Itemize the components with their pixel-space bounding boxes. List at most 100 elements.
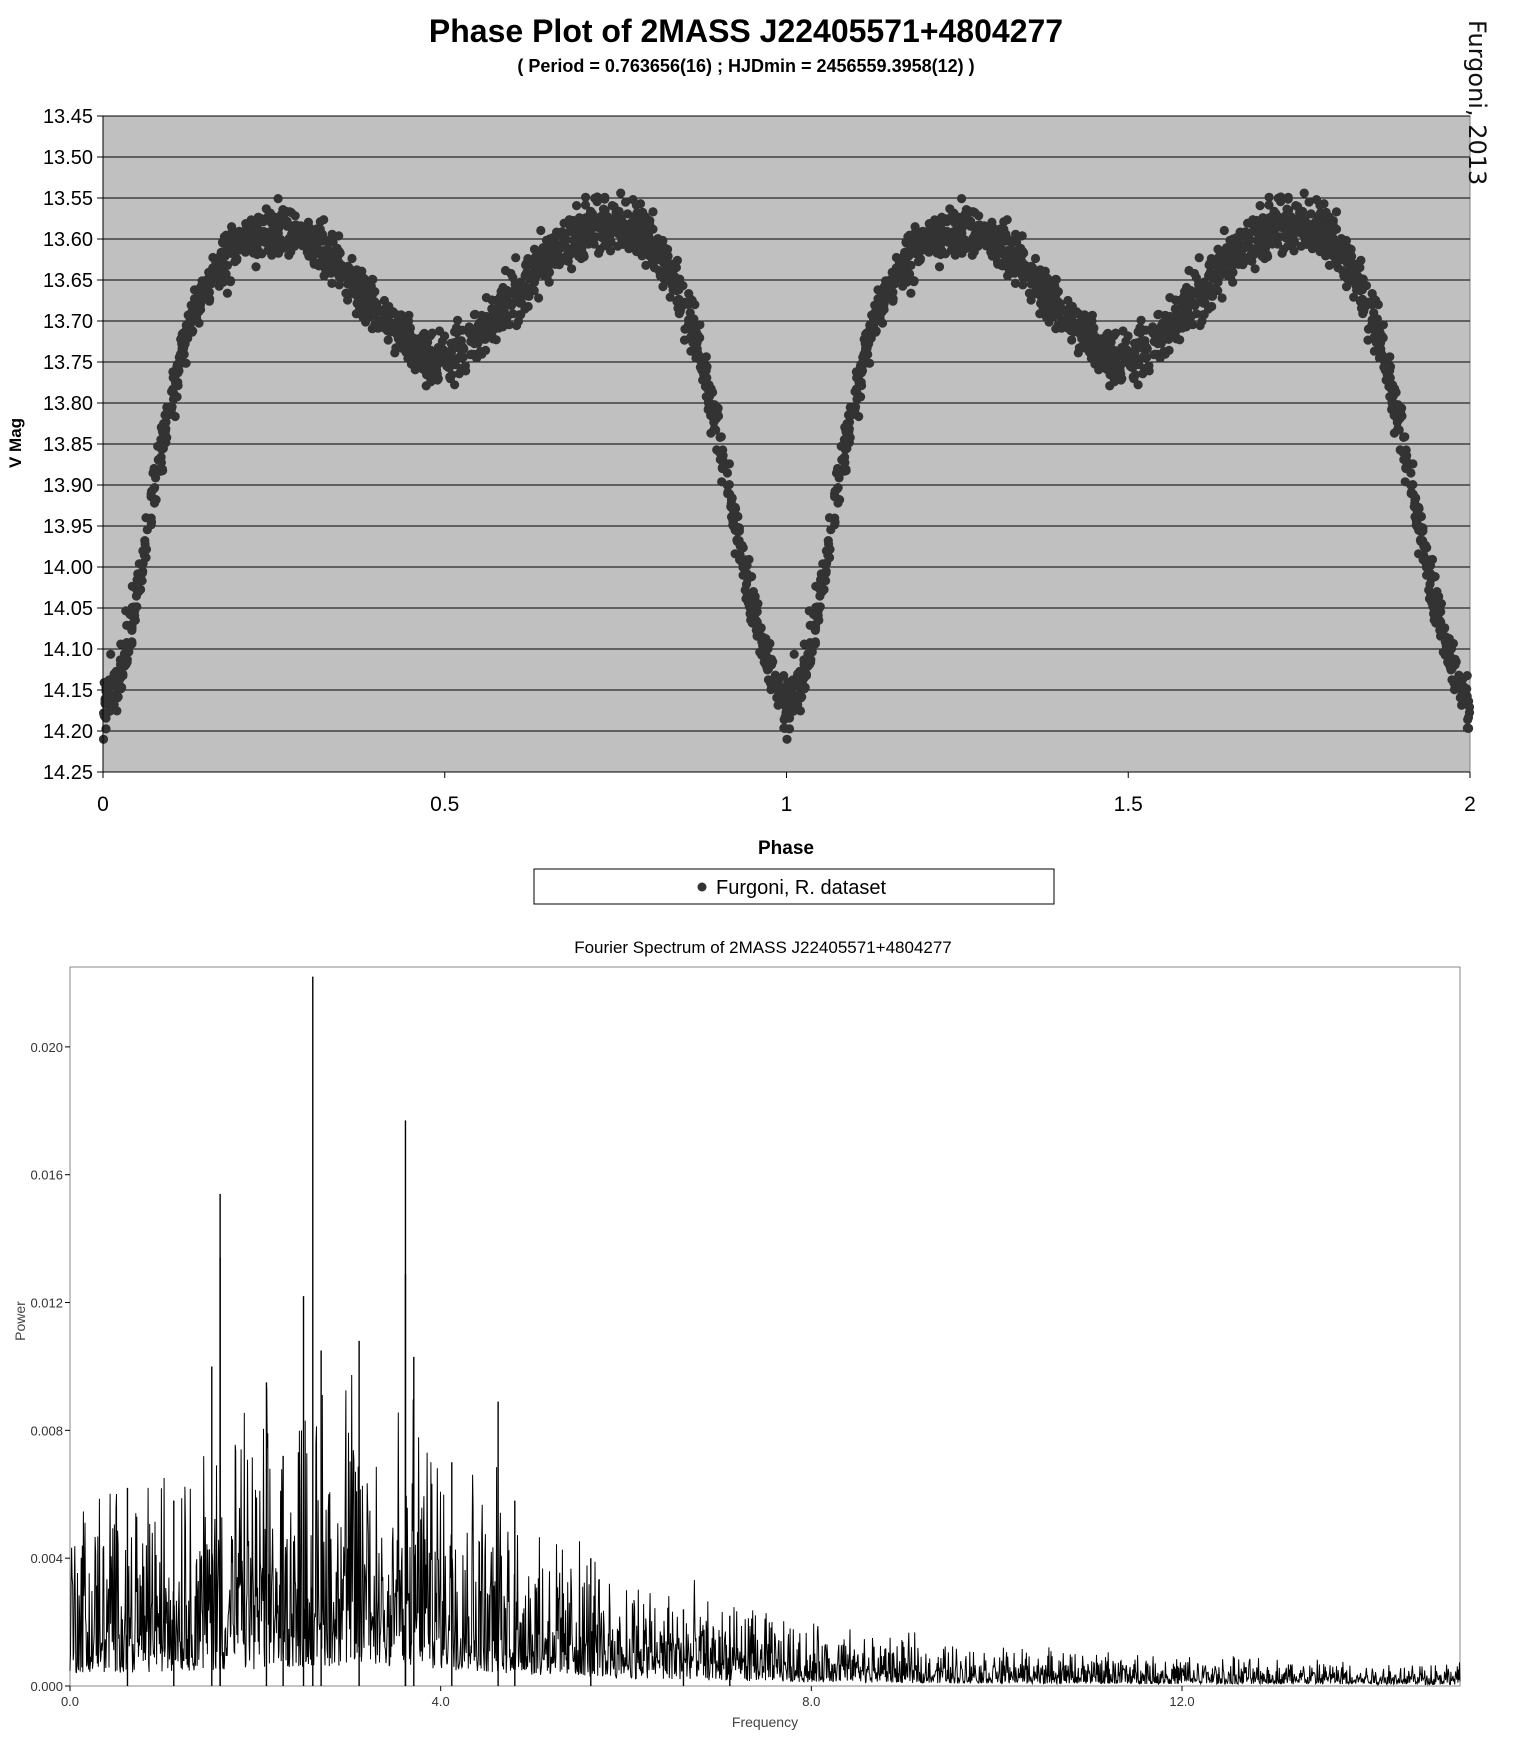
data-point (842, 443, 852, 453)
data-point (1181, 322, 1191, 332)
data-point (957, 194, 967, 204)
data-point (748, 604, 759, 614)
data-point (895, 256, 905, 266)
data-point (1432, 604, 1442, 614)
data-point (211, 256, 221, 266)
legend-label: Furgoni, R. dataset (716, 877, 887, 899)
data-point (1163, 327, 1173, 337)
data-point (1331, 207, 1342, 217)
data-point (1240, 256, 1250, 266)
data-point (1277, 248, 1287, 258)
data-point (1391, 387, 1401, 397)
data-point (1398, 447, 1408, 457)
data-point (366, 289, 377, 299)
data-point (206, 274, 216, 284)
x-tick-label: 2 (1464, 793, 1476, 816)
data-point (222, 288, 232, 298)
data-point (817, 587, 827, 597)
data-point (1240, 242, 1250, 253)
data-point (719, 463, 729, 473)
data-point (1127, 348, 1137, 358)
data-point (986, 247, 996, 257)
data-point (1250, 264, 1260, 274)
data-point (458, 352, 468, 362)
data-point (833, 498, 843, 508)
y-tick-label: 14.25 (43, 762, 93, 784)
data-point (158, 443, 168, 453)
data-point (1374, 353, 1385, 363)
data-point (1106, 346, 1116, 356)
y-tick-label: 14.15 (43, 680, 93, 702)
data-point (795, 706, 806, 716)
data-point (479, 327, 489, 337)
data-point (471, 324, 481, 334)
data-point (1306, 209, 1316, 219)
data-point (506, 268, 516, 279)
data-point (488, 325, 498, 335)
data-point (655, 271, 665, 281)
data-point (1105, 381, 1115, 391)
data-point (1134, 355, 1144, 365)
data-point (1004, 265, 1014, 275)
data-point (1425, 569, 1436, 579)
data-point (797, 692, 807, 702)
data-point (1165, 293, 1175, 303)
data-point (1001, 248, 1011, 258)
data-point (1298, 206, 1308, 217)
data-point (239, 240, 249, 250)
phase-plot-points (98, 188, 1475, 744)
fourier-plot-area (69, 966, 1461, 1687)
phase-plot-ylabel: V Mag (6, 418, 25, 468)
data-point (1273, 193, 1283, 203)
data-point (594, 248, 604, 258)
data-point (1089, 340, 1099, 350)
data-point (1102, 330, 1112, 340)
data-point (1408, 480, 1418, 490)
data-point (674, 296, 684, 306)
data-point (876, 291, 886, 301)
data-point (616, 188, 626, 198)
data-point (859, 349, 869, 360)
data-point (1038, 287, 1048, 297)
data-point (1371, 325, 1381, 335)
data-point (953, 242, 963, 252)
data-point (1387, 398, 1397, 408)
data-point (1286, 224, 1296, 234)
data-point (716, 432, 726, 442)
data-point (1304, 197, 1314, 207)
data-point (1195, 320, 1205, 331)
data-point (1089, 331, 1099, 341)
data-point (733, 522, 743, 533)
data-point (118, 671, 128, 681)
data-point (149, 484, 159, 494)
data-point (432, 375, 443, 385)
data-point (1380, 363, 1390, 373)
data-point (934, 262, 945, 272)
y-tick-label: 13.90 (43, 475, 93, 497)
data-point (1213, 244, 1223, 254)
data-point (523, 291, 533, 301)
y-tick-label: 13.50 (43, 147, 93, 169)
data-point (1296, 222, 1306, 232)
data-point (784, 683, 795, 693)
data-point (225, 277, 235, 287)
data-point (1010, 278, 1021, 288)
data-point (1113, 362, 1123, 372)
data-point (261, 204, 271, 214)
data-point (1331, 257, 1341, 267)
data-point (983, 239, 993, 250)
data-point (861, 329, 871, 339)
data-point (112, 706, 122, 716)
x-tick-label: 8.0 (802, 1694, 820, 1709)
data-point (760, 639, 770, 649)
data-point (1400, 477, 1410, 487)
data-point (782, 708, 792, 718)
data-point (229, 244, 239, 255)
data-point (327, 278, 337, 288)
data-point (857, 360, 868, 370)
data-point (1371, 295, 1381, 305)
data-point (1443, 639, 1453, 649)
data-point (132, 602, 142, 612)
data-point (217, 250, 227, 260)
data-point (536, 225, 546, 236)
